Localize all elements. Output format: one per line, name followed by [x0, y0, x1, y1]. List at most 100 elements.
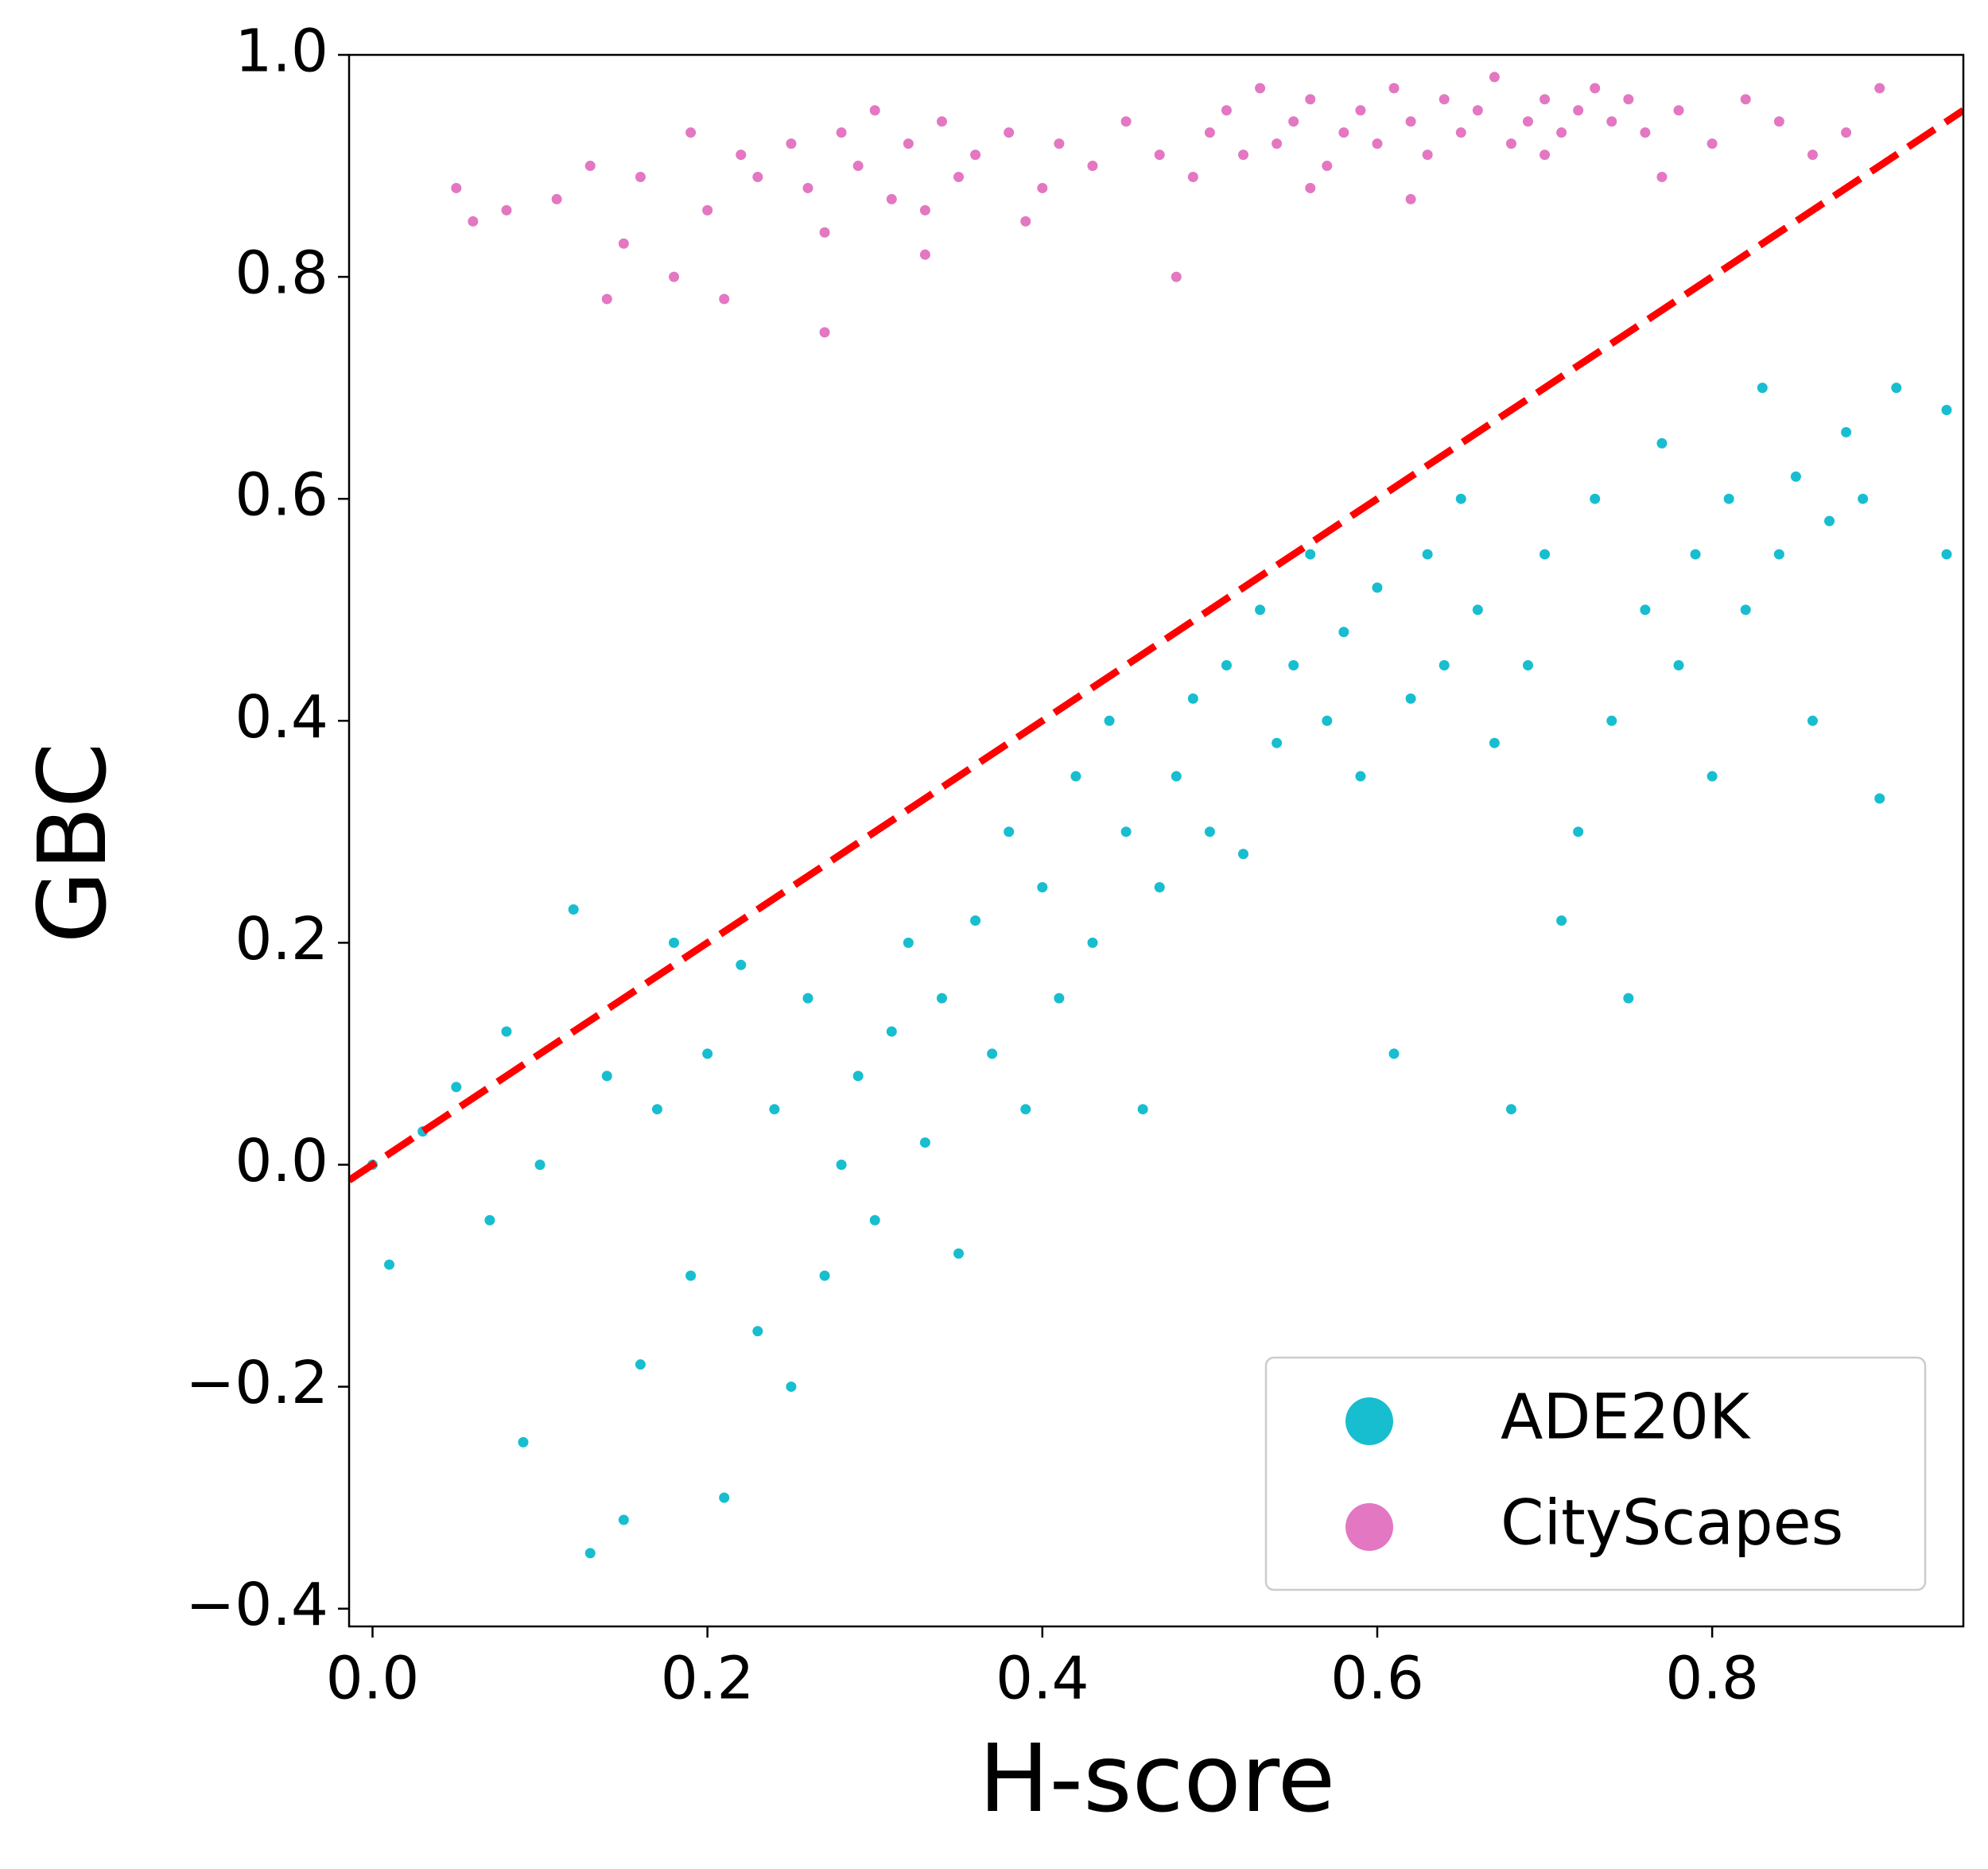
y-tick-label: 0.4: [235, 683, 328, 752]
point: [1137, 1104, 1148, 1115]
x-tick-label: 0.6: [1330, 1645, 1424, 1713]
point: [1891, 383, 1902, 394]
point: [1640, 127, 1651, 138]
point: [468, 216, 479, 227]
point: [1238, 849, 1249, 860]
point: [919, 249, 930, 260]
point: [819, 1270, 830, 1281]
point: [903, 138, 914, 150]
point: [501, 204, 512, 216]
point: [936, 993, 947, 1004]
point: [1540, 94, 1551, 105]
point: [869, 1214, 880, 1226]
y-tick-label: 0.6: [235, 461, 328, 530]
point: [1656, 437, 1668, 449]
point: [601, 1070, 612, 1082]
point: [1037, 882, 1048, 893]
point: [1841, 127, 1852, 138]
point: [1372, 138, 1383, 150]
point: [1338, 127, 1349, 138]
legend-box: [1264, 1356, 1927, 1591]
y-tick-label: 0.0: [235, 1127, 328, 1195]
point: [1171, 271, 1182, 282]
point: [1255, 604, 1266, 616]
point: [1606, 116, 1617, 127]
point: [1874, 83, 1885, 94]
point: [819, 227, 830, 238]
point: [669, 271, 680, 282]
point: [970, 915, 981, 926]
point: [1288, 660, 1299, 671]
point: [1640, 604, 1651, 616]
point: [1807, 715, 1818, 726]
point: [1388, 1048, 1400, 1059]
point: [584, 1548, 596, 1559]
point: [534, 1159, 546, 1170]
point: [752, 172, 763, 183]
plot-area: [349, 72, 1963, 1559]
point: [1522, 116, 1533, 127]
point: [1673, 660, 1684, 671]
point: [1656, 172, 1668, 183]
point: [601, 293, 612, 305]
point: [518, 1436, 529, 1447]
point: [869, 105, 880, 116]
point: [702, 204, 713, 216]
legend-marker: [1345, 1503, 1393, 1551]
point: [1941, 405, 1952, 416]
point: [1841, 426, 1852, 437]
point: [685, 1270, 697, 1281]
point: [1087, 161, 1098, 172]
y-tick-label: −0.2: [185, 1349, 328, 1417]
point: [752, 1326, 763, 1337]
point: [919, 1137, 930, 1148]
point: [1556, 915, 1567, 926]
point: [802, 182, 813, 193]
point: [786, 1381, 797, 1393]
point: [651, 1104, 662, 1115]
point: [1790, 471, 1801, 482]
y-axis-label: GBC: [17, 743, 127, 944]
point: [736, 150, 747, 161]
point: [1422, 549, 1433, 560]
point: [970, 150, 981, 161]
point: [1037, 182, 1048, 193]
point: [702, 1048, 713, 1059]
point: [1740, 94, 1751, 105]
point: [1272, 737, 1283, 748]
point: [1540, 150, 1551, 161]
point: [1070, 771, 1081, 782]
x-tick-label: 0.4: [996, 1645, 1089, 1713]
point: [1355, 771, 1366, 782]
point: [1623, 94, 1634, 105]
point: [1120, 116, 1132, 127]
point: [635, 1359, 646, 1370]
point: [1187, 172, 1198, 183]
y-tick-label: −0.4: [185, 1571, 328, 1639]
point: [1606, 715, 1617, 726]
point: [1807, 150, 1818, 161]
point: [1455, 127, 1466, 138]
point: [685, 127, 697, 138]
point: [1322, 161, 1333, 172]
point: [1288, 116, 1299, 127]
point: [1020, 216, 1031, 227]
point: [1590, 493, 1601, 504]
point: [1573, 105, 1584, 116]
point: [819, 327, 830, 338]
point: [451, 1082, 462, 1093]
point: [1874, 793, 1885, 804]
point: [1439, 94, 1450, 105]
point: [1773, 549, 1784, 560]
point: [1540, 549, 1551, 560]
point: [1272, 138, 1283, 150]
point: [1706, 771, 1718, 782]
point: [1505, 1104, 1516, 1115]
point: [852, 1070, 864, 1082]
point: [1405, 193, 1416, 204]
point: [1305, 182, 1316, 193]
point: [886, 1026, 897, 1037]
point: [987, 1048, 998, 1059]
